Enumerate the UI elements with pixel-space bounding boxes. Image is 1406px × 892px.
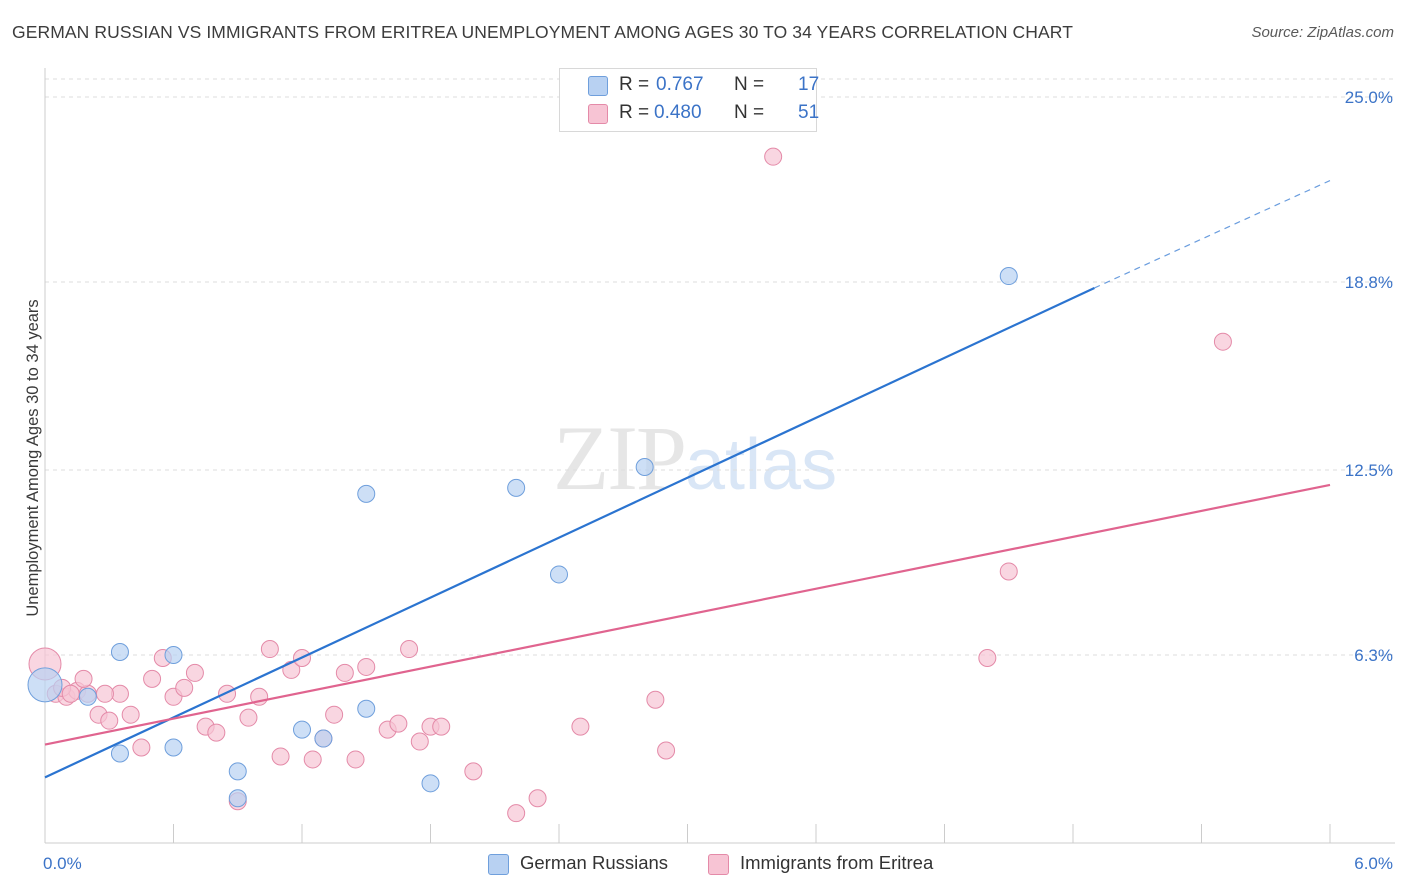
german-russian-point — [27, 667, 63, 703]
bottom-legend-swatch-pink — [708, 854, 729, 875]
eritrea-point — [132, 738, 151, 757]
german-russian-point — [228, 762, 247, 781]
legend-r-value: 0.767 — [656, 74, 704, 95]
eritrea-point — [410, 732, 429, 751]
german-russian-point — [507, 478, 526, 497]
eritrea-point — [335, 663, 354, 682]
eritrea-point — [175, 678, 194, 697]
german-russian-points — [27, 267, 1018, 808]
german-russian-point — [110, 643, 129, 662]
eritrea-point — [1213, 332, 1232, 351]
german-russian-point — [293, 720, 311, 739]
eritrea-point — [571, 717, 590, 736]
watermark-atlas: atlas — [685, 425, 838, 505]
eritrea-point — [389, 714, 408, 733]
eritrea-point — [271, 747, 290, 766]
eritrea-point — [464, 762, 483, 781]
axes — [44, 68, 1395, 844]
trend-lines — [44, 180, 1331, 779]
eritrea-point — [218, 684, 237, 703]
legend-n-label: N = — [734, 102, 765, 123]
legend-r-value: 0.480 — [654, 102, 702, 123]
eritrea-point — [657, 741, 676, 760]
eritrea-point — [207, 723, 226, 742]
x-tick-label-max: 6.0% — [1354, 854, 1393, 873]
german-russian-point — [228, 789, 247, 808]
legend-n-value: 51 — [798, 102, 820, 123]
german-russian-point — [164, 646, 183, 665]
german-russian-point — [550, 565, 568, 584]
german-russian-point — [421, 774, 440, 793]
y-axis-label: Unemployment Among Ages 30 to 34 years — [24, 299, 42, 616]
x-tick-label-min: 0.0% — [43, 854, 82, 873]
legend-r-label: R = — [619, 74, 650, 95]
watermark-zip: ZIP — [553, 407, 687, 509]
source-label[interactable]: Source: ZipAtlas.com — [1251, 24, 1394, 41]
eritrea-point — [239, 708, 258, 727]
y-tick-label: 25.0% — [1345, 88, 1393, 107]
eritrea-point — [185, 663, 204, 682]
german-russian-point — [635, 458, 654, 477]
grid-lines — [45, 78, 1395, 656]
eritrea-point — [646, 690, 665, 709]
bottom-legend-swatch-blue — [488, 854, 509, 875]
eritrea-point — [100, 711, 119, 730]
eritrea-point — [978, 648, 997, 667]
eritrea-point — [61, 684, 80, 703]
german-russian-point — [110, 744, 129, 763]
y-tick-label: 6.3% — [1354, 646, 1393, 665]
eritrea-point — [432, 717, 451, 736]
german-russian-point — [999, 267, 1018, 286]
german-russian-point — [357, 484, 376, 503]
legend-n-value: 17 — [798, 74, 820, 95]
german-russian-trend-extension — [1094, 180, 1331, 289]
legend-swatch-blue — [588, 76, 608, 96]
y-tick-label: 12.5% — [1345, 461, 1393, 480]
eritrea-point — [357, 657, 376, 676]
eritrea-point — [325, 705, 344, 724]
bottom-legend-label: German Russians — [520, 852, 669, 873]
legend-swatch-pink — [588, 104, 608, 124]
tick-labels: 6.3% 12.5% 18.8% 25.0% 0.0% 6.0% — [43, 88, 1393, 873]
eritrea-point — [764, 147, 783, 166]
eritrea-trend-line — [44, 483, 1331, 746]
legend-r-label: R = — [619, 102, 650, 123]
german-russian-point — [78, 687, 97, 706]
legend-n-label: N = — [734, 74, 765, 95]
eritrea-point — [999, 562, 1018, 581]
watermark: ZIPatlas — [553, 405, 837, 511]
eritrea-points — [28, 147, 1232, 823]
eritrea-point — [507, 804, 526, 823]
eritrea-point — [74, 669, 93, 688]
german-russian-point — [357, 699, 376, 718]
german-russian-point — [164, 738, 183, 757]
legend: R = 0.767 N = 17 R = 0.480 N = 51 — [559, 68, 820, 132]
german-russian-point — [314, 729, 333, 748]
eritrea-point — [260, 640, 279, 659]
eritrea-point — [110, 684, 129, 703]
german-russian-trend-line — [44, 286, 1095, 779]
bottom-legend-label: Immigrants from Eritrea — [740, 852, 934, 873]
eritrea-point — [121, 705, 140, 724]
y-tick-label: 18.8% — [1345, 273, 1393, 292]
eritrea-point — [95, 684, 114, 703]
eritrea-point — [400, 640, 419, 659]
eritrea-point — [143, 669, 162, 688]
eritrea-point — [303, 750, 322, 769]
eritrea-point — [346, 750, 365, 769]
eritrea-point — [528, 789, 547, 808]
chart-title: GERMAN RUSSIAN VS IMMIGRANTS FROM ERITRE… — [12, 22, 1073, 42]
